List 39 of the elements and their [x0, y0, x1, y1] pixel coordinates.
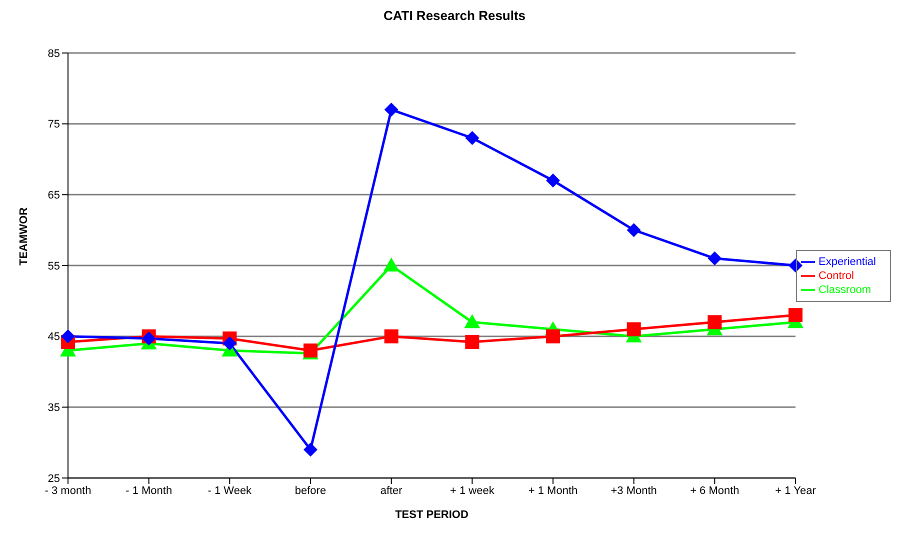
point: [465, 335, 480, 349]
x-tick-label: before: [294, 484, 326, 497]
y-axis-title: TEAMWOR: [18, 207, 30, 266]
x-tick-label: after: [380, 484, 403, 497]
x-tick-label: - 1 Week: [208, 484, 252, 497]
y-tick-label: 65: [48, 190, 60, 202]
x-tick-label: - 3 month: [44, 484, 92, 497]
point: [465, 131, 480, 145]
x-tick-label: +3 Month: [610, 484, 657, 497]
x-tick-label: + 1 week: [450, 484, 495, 497]
y-tick-label: 75: [48, 118, 60, 131]
x-tick-label: + 1 Year: [775, 484, 816, 497]
legend-label: Control: [818, 269, 854, 282]
point: [626, 322, 641, 336]
point: [788, 308, 803, 322]
point: [383, 258, 400, 272]
point: [708, 251, 722, 266]
y-tick-label: 25: [48, 472, 60, 485]
point: [546, 329, 560, 344]
point: [304, 442, 318, 457]
x-axis-title: TEST PERIOD: [395, 509, 468, 521]
x-tick-label: + 6 Month: [690, 484, 740, 497]
chart-title: CATI Research Results: [382, 8, 527, 23]
y-tick-label: 35: [48, 402, 60, 414]
point: [626, 223, 641, 238]
point: [61, 329, 75, 344]
point: [464, 314, 480, 328]
y-tick-label: 55: [48, 260, 60, 272]
point: [222, 336, 237, 350]
point: [708, 315, 722, 330]
point: [384, 329, 398, 344]
y-tick-label: 45: [48, 331, 60, 344]
y-tick-label: 85: [48, 48, 60, 60]
legend-label: Classroom: [818, 283, 872, 296]
x-tick-label: + 1 Month: [528, 484, 578, 497]
legend-label: Experiential: [818, 255, 876, 268]
x-tick-label: - 1 Month: [126, 484, 172, 497]
point: [384, 102, 398, 117]
point: [546, 174, 560, 188]
